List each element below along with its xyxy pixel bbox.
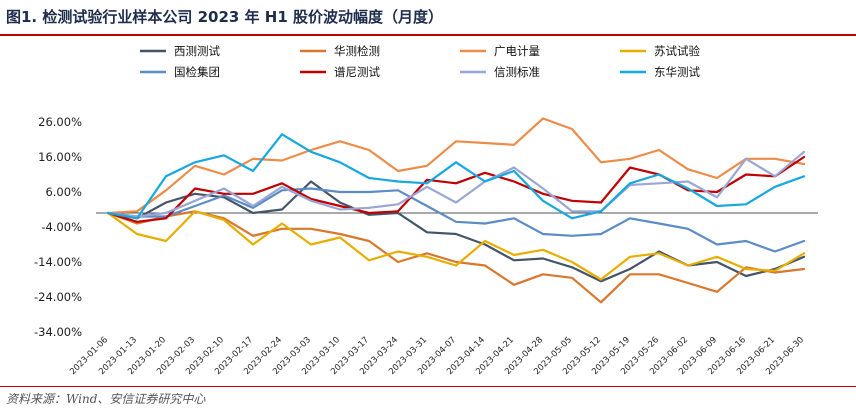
series-line-4 [106,210,806,281]
y-tick-label: 26.00% [38,115,82,129]
y-tick-label: -24.00% [34,290,82,304]
y-tick-label: 16.00% [38,150,82,164]
y-tick-label: 6.00% [45,185,82,199]
series-line-3 [106,117,806,215]
series-line-8 [106,133,806,220]
series-line-5 [106,187,806,253]
source-note: 资料来源：Wind、安信证券研究中心 [6,392,206,406]
series-line-7 [106,150,806,218]
x-axis-ticks: 2023-01-062023-01-132023-01-202023-02-03… [68,335,806,377]
legend-label: 国检集团 [174,65,220,79]
footer-divider [0,386,856,387]
legend-label: 苏试试验 [654,44,700,58]
y-tick-label: -14.00% [34,255,82,269]
legend-label: 信测标准 [494,65,540,79]
y-tick-label: -4.00% [41,220,82,234]
legend-label: 谱尼测试 [334,65,380,79]
title-divider [0,34,856,36]
y-axis-ticks: 26.00% 16.00% 6.00% -4.00% -14.00% -24.00% -34… [34,115,82,339]
series-line-6 [106,155,806,223]
legend-label: 西测测试 [174,44,220,58]
series-line-2 [106,210,806,304]
series-lines [106,117,806,304]
legend-label: 东华测试 [654,65,700,79]
legend-label: 华测检测 [334,44,380,58]
legend-label: 广电计量 [494,44,540,58]
y-tick-label: -34.00% [34,325,82,339]
figure-title: 图1. 检测试验行业样本公司 2023 年 H1 股价波动幅度（月度） [6,8,443,26]
